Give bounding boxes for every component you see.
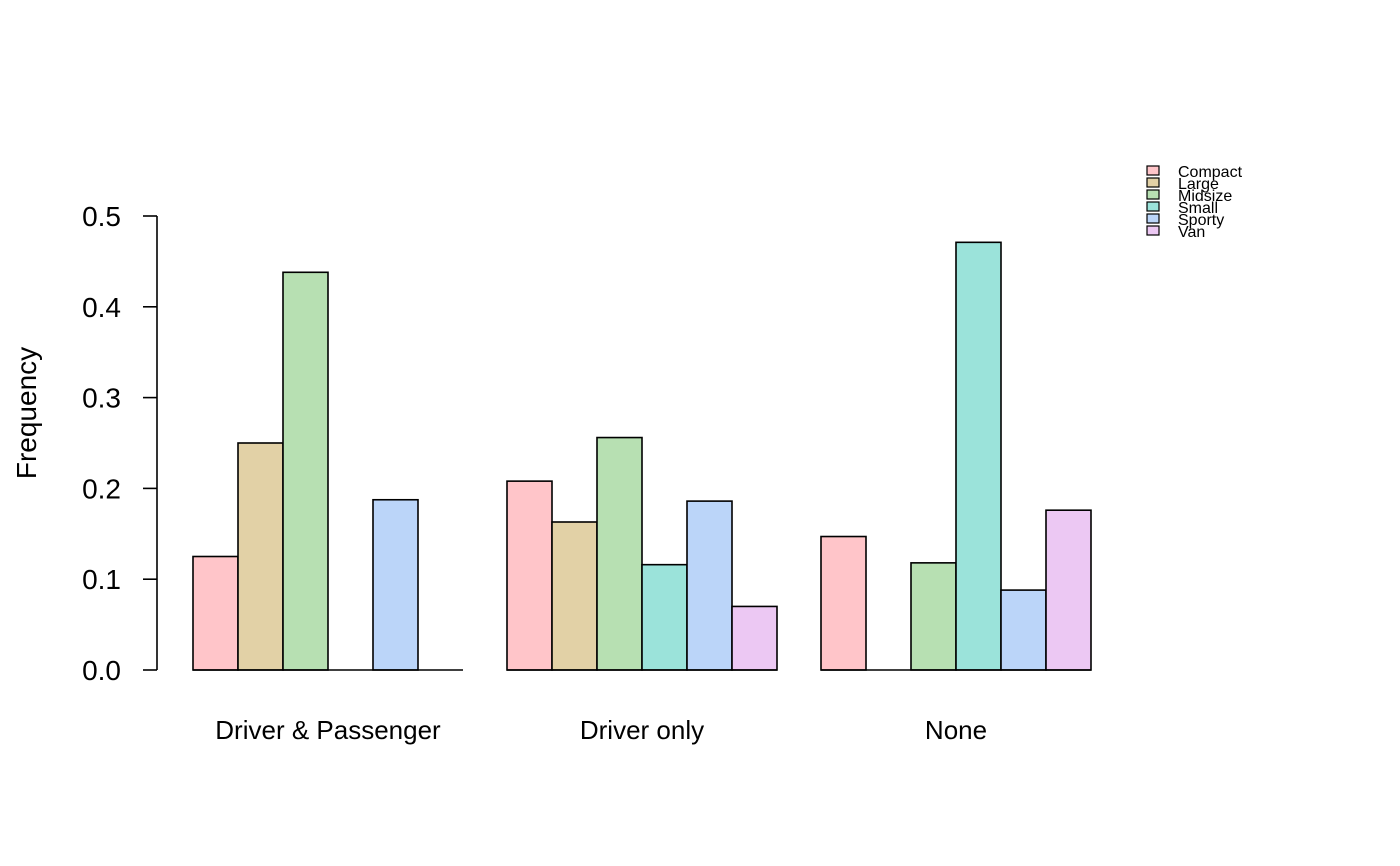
y-tick-label: 0.2 [82, 473, 121, 504]
legend-swatch-large [1146, 177, 1160, 188]
y-tick-label: 0.5 [82, 201, 121, 232]
y-tick-label: 0.3 [82, 383, 121, 414]
bar-compact-1 [192, 555, 239, 671]
bars [192, 241, 1092, 671]
bar-sporty-2 [686, 500, 733, 671]
bar-sporty-3 [1000, 589, 1047, 671]
bar-midsize-3 [910, 562, 957, 671]
legend-label-sporty: Sporty [1178, 212, 1224, 229]
category-labels: Driver & Passenger Driver only None [215, 715, 987, 745]
bar-sporty-1 [372, 498, 419, 671]
category-label: Driver only [580, 715, 704, 745]
legend-label-midsize: Midsize [1178, 188, 1232, 205]
legend-label-large: Large [1178, 176, 1219, 193]
bar-midsize-2 [596, 436, 643, 671]
legend-label-small: Small [1178, 200, 1218, 217]
y-tick-label: 0.4 [82, 292, 121, 323]
bar-small-2 [641, 563, 688, 671]
y-axis-title: Frequency [11, 347, 42, 479]
bar-compact-3 [820, 535, 867, 671]
legend-swatch-compact [1146, 165, 1160, 176]
category-label: None [925, 715, 987, 745]
bar-van-3 [1045, 509, 1092, 671]
legend-swatch-midsize [1146, 189, 1160, 200]
legend-swatch-small [1146, 201, 1160, 212]
bar-large-1 [237, 442, 284, 671]
bar-small-3 [955, 241, 1002, 671]
legend-label-van: Van [1178, 224, 1205, 241]
y-tick-label: 0.0 [82, 655, 121, 686]
legend-swatch-van [1146, 225, 1160, 236]
bar-compact-2 [506, 480, 553, 671]
bar-large-2 [551, 521, 598, 671]
y-axis: 0.0 0.1 0.2 0.3 0.4 0.5 [82, 201, 158, 686]
category-label: Driver & Passenger [215, 715, 441, 745]
bar-van-2 [731, 605, 778, 671]
bar-midsize-1 [282, 271, 329, 671]
legend-swatch-sporty [1146, 213, 1160, 224]
legend-label-compact: Compact [1178, 164, 1243, 181]
y-tick-label: 0.1 [82, 564, 121, 595]
